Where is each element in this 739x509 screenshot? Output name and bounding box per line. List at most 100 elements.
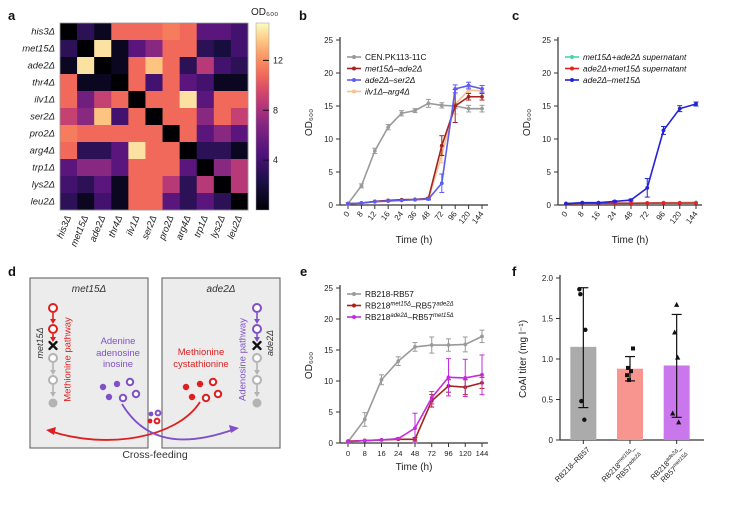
svg-text:16: 16 [377,449,385,458]
svg-text:72: 72 [433,209,446,222]
svg-text:0: 0 [329,201,334,210]
heatmap-cells [60,23,249,211]
svg-text:10: 10 [324,135,333,144]
panel-label-f: f [512,264,517,279]
svg-text:5: 5 [547,168,552,177]
heatmap-row-label: ilv1Δ [34,95,55,106]
heatmap-row-label: his3Δ [31,27,55,38]
svg-text:120: 120 [459,449,472,458]
svg-text:144: 144 [476,449,489,458]
svg-text:20: 20 [324,315,333,324]
panel-label-d: d [8,264,16,279]
legend-entry: CEN.PK113-11C [365,52,427,62]
exchanged-metabolite-dots [147,409,162,425]
heatmap-col-label: thr4Δ [107,214,126,239]
heatmap-panel-a: his3Δmet15Δade2Δthr4Δilv1Δser2Δpro2Δarg4… [22,7,283,249]
svg-text:10: 10 [324,377,333,386]
line-chart-panel-e: 0 5 10 15 20 25 0 8 16 24 48 72 96 120 144 Time (h) OD₆₀… [304,284,489,473]
heatmap-col-label: ilv1Δ [124,214,142,237]
bar-group [570,287,597,440]
svg-text:10: 10 [542,135,551,144]
svg-text:72: 72 [638,209,651,222]
heatmap-row-label: leu2Δ [31,197,55,208]
svg-text:96: 96 [444,449,452,458]
svg-text:25: 25 [542,36,551,45]
svg-text:15: 15 [324,346,333,355]
x-axis-label: Time (h) [612,235,649,246]
svg-text:96: 96 [655,209,668,222]
purple-crossfeed-arrow [121,403,239,441]
series-ade2-met15- [564,101,699,206]
svg-text:8: 8 [363,449,367,458]
adenosine-pathway-chain [252,303,262,408]
svg-text:0: 0 [342,209,352,218]
bar-group [617,346,643,440]
heatmap-col-label: arg4Δ [174,214,194,242]
heatmap-row-label: ade2Δ [27,61,55,72]
colorbar-tick: 4 [273,155,278,165]
svg-text:5: 5 [329,168,334,177]
svg-text:25: 25 [324,284,333,293]
bar-category-label: RB218ade2Δ–RB57met15Δ [649,444,693,488]
heatmap-row-label: thr4Δ [32,78,55,89]
heatmap-row-label: met15Δ [22,44,55,55]
heatmap-col-label: leu2Δ [226,214,245,241]
svg-text:24: 24 [393,209,406,222]
series-CEN-PK113-11C [345,98,485,206]
heatmap-row-label: lys2Δ [32,180,55,191]
x-axis-label: Time (h) [396,462,433,473]
panel-label-a: a [8,8,16,23]
svg-text:36: 36 [406,209,419,222]
svg-text:0: 0 [560,209,570,218]
diagram-panel-d: met15Δ ade2Δ met15Δ Methionine pathway A… [2,258,294,509]
svg-text:20: 20 [324,69,333,78]
cross-feeding-caption: Cross-feeding [122,449,188,461]
svg-text:8: 8 [576,209,586,218]
svg-text:144: 144 [684,209,700,225]
adenine-metabolite-dots [99,377,141,403]
methionine-metabolites-label: Methionine cystathionine [173,347,229,370]
svg-text:16: 16 [590,209,603,222]
svg-text:144: 144 [470,209,486,225]
heatmap-row-label: pro2Δ [29,129,55,140]
series-RB218-RB57 [345,329,485,444]
svg-text:120: 120 [457,209,473,225]
svg-text:5: 5 [329,408,334,417]
x-axis-label: Time (h) [396,235,433,246]
heatmap-row-label: arg4Δ [30,146,55,157]
y-axis-label: OD₆₀₀ [522,109,533,136]
svg-text:72: 72 [428,449,436,458]
svg-text:12: 12 [366,209,379,222]
y-axis-label: CoAl titer (mg l⁻¹) [518,320,529,398]
legend-entry: ade2Δ–ser2Δ [365,75,415,85]
svg-text:24: 24 [394,449,402,458]
heatmap-row-label: ser2Δ [30,112,55,123]
methionine-pathway-chain [48,303,58,408]
svg-text:2.0: 2.0 [542,274,554,283]
svg-text:25: 25 [324,36,333,45]
svg-text:0: 0 [547,201,552,210]
legend-entry: met15Δ+ade2Δ supernatant [583,52,687,62]
svg-text:48: 48 [411,449,419,458]
legend-entry: RB218-RB57 [365,289,414,299]
legend-entry: ade2Δ–met15Δ [583,75,640,85]
svg-text:15: 15 [324,102,333,111]
methionine-metabolite-dots [182,377,223,403]
svg-text:20: 20 [542,69,551,78]
bar-category-label: RB218met15Δ–RB57ade2Δ [600,444,646,490]
svg-text:8: 8 [355,209,365,218]
legend-entry: ilv1Δ–arg4Δ [365,86,410,96]
svg-text:1.0: 1.0 [542,355,554,364]
legend-entry: ade2Δ+met15Δ supernatant [583,63,687,73]
colorbar [255,22,270,211]
left-gene-label: met15Δ [35,327,45,359]
svg-text:15: 15 [542,102,551,111]
legend-entry: RB218met15Δ–RB57ade2Δ [365,300,454,310]
right-gene-label: ade2Δ [265,329,275,357]
diagram-shapes [29,277,281,449]
adenine-metabolites-label: Adenine adenosine inosine [96,336,140,370]
heatmap-row-label: trp1Δ [32,163,55,174]
